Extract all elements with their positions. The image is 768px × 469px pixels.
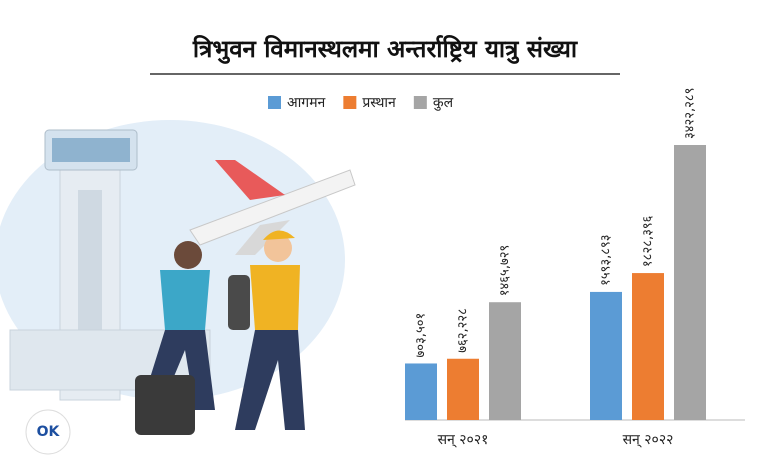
legend-swatch <box>268 96 281 109</box>
x-tick-label: सन् २०२२ <box>623 432 674 448</box>
x-tick-label: सन् २०२१ <box>438 432 489 448</box>
value-label: ३४२२,२८९ <box>683 88 698 139</box>
legend-label: कुल <box>433 95 454 111</box>
bar <box>590 291 622 420</box>
legend-swatch <box>413 96 427 109</box>
bar <box>489 302 521 420</box>
value-label: १८२८,३९६ <box>641 215 656 267</box>
value-label: ७०३,५०१ <box>414 313 429 358</box>
bar <box>405 363 437 420</box>
value-label: ७६२,२२८ <box>456 308 471 353</box>
legend-swatch <box>343 96 357 109</box>
value-label: १५९३,८९३ <box>599 234 614 285</box>
value-label: १४६५,७२९ <box>498 245 513 296</box>
logo: OK <box>37 424 61 440</box>
bar <box>674 145 706 420</box>
bar <box>632 273 664 420</box>
legend-label: प्रस्थान <box>362 95 396 111</box>
chart-title: त्रिभुवन विमानस्थलमा अन्तर्राष्ट्रिय यात… <box>192 35 578 64</box>
illustration: OK <box>0 120 356 455</box>
bar <box>447 358 479 420</box>
legend-label: आगमन <box>287 95 326 111</box>
